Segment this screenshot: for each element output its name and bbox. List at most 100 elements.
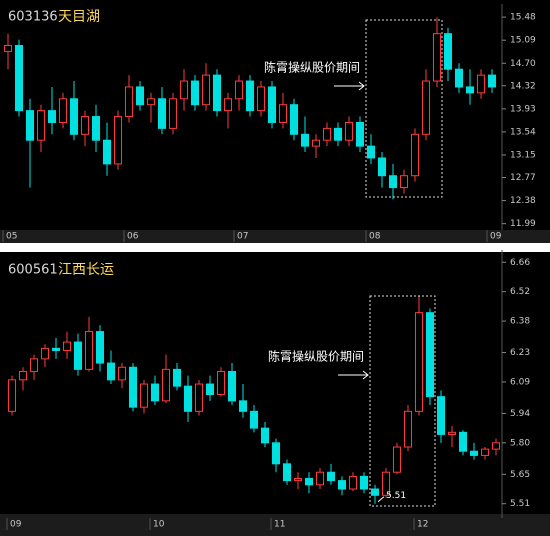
- manipulation-period-box: [369, 295, 436, 507]
- y-tick-label: 15.09: [510, 36, 536, 46]
- y-tick-label: 12.77: [510, 173, 536, 183]
- candle-body: [102, 139, 112, 165]
- candle-body: [201, 74, 211, 106]
- candle-body: [205, 383, 215, 396]
- candle-body: [480, 448, 490, 456]
- candle-body: [80, 116, 90, 135]
- candle-body: [469, 450, 479, 456]
- stock-code: 603136: [8, 10, 58, 25]
- stock-name: 天目湖: [58, 9, 100, 25]
- candle-body: [458, 431, 468, 452]
- candle-body: [150, 383, 160, 402]
- candle-body: [29, 358, 39, 372]
- candle-body: [168, 98, 178, 129]
- candle-body: [183, 385, 193, 412]
- y-tick-label: 5.94: [510, 409, 530, 419]
- candle-body: [370, 488, 380, 496]
- manipulation-period-box: [365, 19, 443, 198]
- candle-body: [443, 33, 453, 70]
- y-tick-label: 12.38: [510, 196, 536, 206]
- y-tick-label: 6.38: [510, 317, 530, 327]
- candle-body: [14, 45, 24, 112]
- candle-body: [410, 133, 420, 177]
- candle-body: [311, 139, 321, 147]
- y-tick-label: 14.32: [510, 81, 536, 91]
- candle-body: [278, 104, 288, 123]
- candle-body: [238, 400, 248, 412]
- candle-body: [388, 175, 398, 189]
- candle-body: [447, 431, 457, 435]
- candle-body: [381, 471, 391, 496]
- candle-body: [491, 442, 501, 450]
- candle-body: [249, 410, 259, 429]
- candle-body: [40, 347, 50, 360]
- y-tick-label: 6.66: [510, 258, 530, 268]
- y-tick-label: 6.09: [510, 377, 530, 387]
- panel-background: [0, 252, 550, 536]
- candle-body: [399, 175, 409, 189]
- candle-body: [322, 127, 332, 141]
- candle-body: [487, 74, 497, 88]
- annotation-arrowhead: [362, 370, 369, 380]
- candle-body: [25, 110, 35, 141]
- candle-body: [227, 370, 237, 402]
- x-tick-label: 10: [153, 520, 165, 530]
- candle-body: [216, 370, 226, 396]
- candle-body: [91, 116, 101, 141]
- x-tick-label: 07: [237, 232, 248, 242]
- annotation: 陈霄操纵股价期间: [268, 349, 364, 364]
- candle-body: [157, 98, 167, 129]
- candle-body: [128, 366, 138, 408]
- y-tick-label: 6.23: [510, 348, 530, 358]
- y-tick-label: 15.48: [510, 13, 536, 23]
- candle-body: [194, 383, 204, 412]
- y-tick-label: 14.70: [510, 59, 536, 69]
- candle-body: [117, 366, 127, 381]
- x-tick-label: 12: [417, 520, 428, 530]
- candle-body: [414, 312, 424, 412]
- candle-body: [348, 475, 358, 490]
- candle-body: [135, 86, 145, 106]
- stock-code: 600561: [8, 263, 58, 278]
- candle-body: [212, 74, 222, 112]
- candle-body: [465, 86, 475, 94]
- candle-body: [271, 442, 281, 465]
- x-tick-label: 08: [369, 232, 381, 242]
- candle-body: [304, 478, 314, 486]
- low-label: 5.51: [386, 491, 406, 501]
- candle-body: [146, 98, 156, 106]
- candle-body: [73, 341, 83, 370]
- candle-body: [113, 116, 123, 165]
- annotation-arrowhead: [358, 81, 365, 91]
- y-tick-label: 5.51: [510, 499, 530, 509]
- candle-body: [333, 127, 343, 141]
- candle-body: [315, 471, 325, 486]
- candle-body: [282, 463, 292, 482]
- candle-body: [190, 80, 200, 106]
- candle-body: [234, 80, 244, 100]
- candle-body: [95, 331, 105, 364]
- y-tick-label: 6.52: [510, 287, 530, 297]
- candle-body: [223, 98, 233, 112]
- candle-body: [300, 133, 310, 147]
- y-tick-label: 13.93: [510, 104, 536, 114]
- y-tick-label: 11.99: [510, 219, 536, 229]
- candle-body: [366, 145, 376, 159]
- candle-body: [337, 480, 347, 490]
- candle-body: [289, 104, 299, 135]
- candle-body: [7, 379, 17, 412]
- candle-body: [436, 396, 446, 435]
- candle-body: [260, 427, 270, 444]
- candle-body: [124, 86, 134, 118]
- candle-body: [293, 478, 303, 482]
- candle-body: [392, 446, 402, 473]
- candle-body: [36, 110, 46, 141]
- candle-body: [106, 362, 116, 381]
- candle-body: [3, 45, 13, 52]
- stock-name: 江西长运: [58, 262, 114, 278]
- candle-body: [421, 80, 431, 135]
- candle-body: [18, 370, 28, 381]
- x-tick-label: 06: [127, 232, 139, 242]
